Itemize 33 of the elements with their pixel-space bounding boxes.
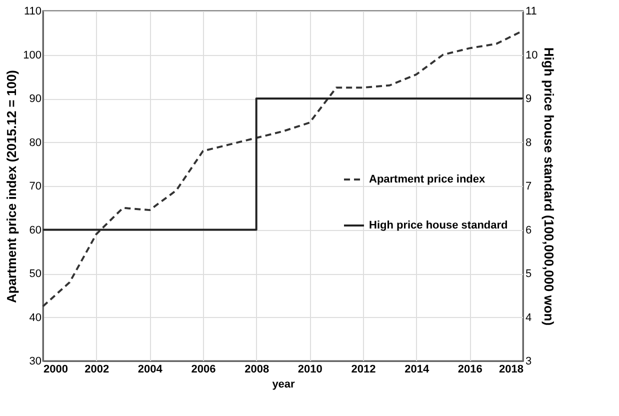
y2-tick-label: 6 bbox=[526, 224, 532, 236]
x-tick-label: 2006 bbox=[191, 364, 216, 376]
x-tick-label: 2010 bbox=[298, 364, 322, 376]
x-tick-label: 2018 bbox=[499, 364, 524, 376]
y2-tick-label: 9 bbox=[526, 93, 532, 105]
x-tick-label: 2012 bbox=[351, 364, 376, 376]
x-tick-label: 2000 bbox=[44, 364, 68, 376]
x-tick-label: 2014 bbox=[404, 364, 430, 376]
y2-tick-label: 4 bbox=[526, 312, 532, 324]
y-tick-label: 80 bbox=[29, 136, 42, 149]
y-tick-label: 90 bbox=[29, 93, 42, 105]
x-axis-title: year bbox=[272, 378, 296, 390]
x-tick-label: 2016 bbox=[458, 364, 482, 376]
y-axis-title: Apartment price index (2015.12 = 100) bbox=[4, 70, 20, 304]
x-tick-label: 2002 bbox=[84, 364, 110, 376]
y2-tick-label: 8 bbox=[526, 136, 532, 149]
y2-tick-label: 5 bbox=[526, 268, 532, 280]
y2-tick-label: 3 bbox=[526, 356, 532, 368]
y2-tick-label: 7 bbox=[526, 180, 532, 192]
y-tick-label: 50 bbox=[29, 268, 42, 280]
legend-label: High price house standard bbox=[369, 220, 508, 232]
y-tick-label: 70 bbox=[29, 180, 42, 192]
y2-tick-label: 11 bbox=[526, 6, 537, 18]
y-tick-label: 110 bbox=[24, 6, 42, 18]
y-tick-label: 40 bbox=[29, 312, 42, 324]
y2-tick-label: 10 bbox=[526, 49, 538, 62]
y-tick-label: 60 bbox=[29, 224, 42, 236]
x-tick-label: 2004 bbox=[138, 364, 164, 376]
y2-axis-title: High price house standard (100,000,000 won) bbox=[542, 47, 557, 326]
legend-label: Apartment price index bbox=[369, 174, 486, 186]
x-tick-label: 2008 bbox=[244, 364, 270, 376]
y-tick-label: 100 bbox=[23, 49, 42, 62]
y-tick-label: 30 bbox=[29, 356, 42, 368]
